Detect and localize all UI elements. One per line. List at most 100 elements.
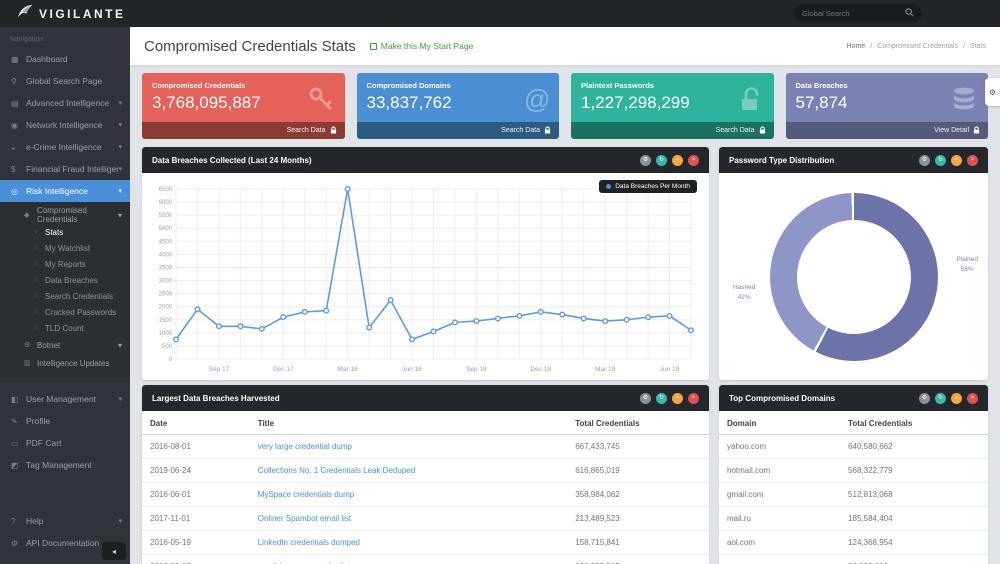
topbar: VIGILANTE: [0, 0, 1000, 27]
svg-text:Jun 18: Jun 18: [402, 366, 422, 373]
sidebar-item-profile[interactable]: ✎ Profile: [11, 416, 51, 426]
sidebar-item-intelligence-updates[interactable]: ▥ Intelligence Updates: [24, 358, 110, 368]
sidebar-subitem-data-breaches[interactable]: ○ Data Breaches: [34, 275, 98, 285]
svg-text:Dec 17: Dec 17: [273, 366, 294, 373]
card-footer-link[interactable]: View Detail: [785, 122, 988, 139]
bullet-icon: ○: [34, 293, 38, 299]
panel-buttons: ⚙ ↻ − ×: [640, 392, 699, 404]
table-cell: qq.com: [719, 554, 841, 564]
global-search[interactable]: [794, 4, 922, 22]
bullet-icon: ○: [34, 309, 38, 315]
top-domains-panel: Top Compromised Domains ⚙ ↻ − × Domain Total…: [719, 385, 988, 564]
breach-title-link[interactable]: MySpace credentials dump: [249, 482, 568, 507]
settings-panel-button[interactable]: ⚙: [919, 154, 930, 166]
sidebar-collapse-button[interactable]: ◂: [102, 542, 126, 560]
sidebar-item-api-documentation[interactable]: ⚙ API Documentation: [11, 538, 100, 548]
breach-title-link[interactable]: very large credential dump: [257, 442, 352, 451]
table-cell: 358,984,062: [567, 482, 709, 507]
make-start-page-link[interactable]: Make this My Start Page: [369, 41, 473, 51]
stat-card-compromised-credentials[interactable]: Compromised Credentials 3,768,095,887 Se…: [142, 73, 345, 139]
table-body: 2016-08-01 very large credential dump 667,…: [142, 435, 709, 564]
sidebar-subitem-cracked-passwords[interactable]: ○ Cracked Passwords: [34, 307, 117, 317]
svg-text:Sep 18: Sep 18: [466, 366, 487, 373]
largest-breaches-panel: Largest Data Breaches Harvested ⚙ ↻ − × Dat…: [142, 385, 709, 564]
settings-panel-button[interactable]: ⚙: [919, 392, 930, 404]
stat-card-compromised-domains[interactable]: Compromised Domains 33,837,762 @ Search …: [356, 73, 559, 139]
card-label: Compromised Credentials: [152, 81, 246, 90]
sidebar-item-pdf-cart[interactable]: ▭ PDF Cart: [11, 438, 62, 448]
card-footer-link[interactable]: Search Data: [356, 122, 559, 139]
global-search-input[interactable]: [802, 8, 905, 18]
sidebar-item-tag-management[interactable]: ◩ Tag Management: [11, 460, 92, 470]
sidebar-subitem-my-reports[interactable]: ○ My Reports: [34, 259, 86, 269]
breach-title-link[interactable]: pemiblanc.com combo list: [249, 554, 568, 564]
collapse-panel-button[interactable]: −: [951, 154, 962, 166]
sidebar-item-e-crime-intelligence[interactable]: ◒ e-Crime Intelligence ▾: [11, 142, 122, 152]
sidebar-item-network-intelligence[interactable]: ◉ Network Intelligence ▾: [11, 120, 122, 130]
refresh-panel-button[interactable]: ↻: [656, 154, 667, 166]
sidebar-item-botnet[interactable]: ⚙ Botnet ▾: [24, 340, 122, 350]
refresh-panel-button[interactable]: ↻: [935, 392, 946, 404]
breach-title-link[interactable]: Onliner Spambot email list: [249, 506, 568, 531]
sidebar-item-global-search-page[interactable]: ⚲ Global Search Page: [11, 76, 103, 86]
users-icon: ◧: [11, 394, 19, 404]
breadcrumb-compromised-credentials[interactable]: Compromised Credentials: [877, 42, 959, 50]
panel-buttons: ⚙ ↻ − ×: [640, 154, 699, 166]
stat-card-plaintext-passwords[interactable]: Plaintext Passwords 1,227,298,299 Search…: [571, 73, 774, 139]
bullet-icon: ○: [34, 229, 38, 235]
search-icon[interactable]: [905, 4, 914, 22]
svg-text:Dec 18: Dec 18: [530, 366, 551, 373]
collapse-panel-button[interactable]: −: [951, 392, 962, 404]
sidebar-subitem-tld-count[interactable]: ○ TLD Count: [34, 323, 84, 333]
breach-title-link[interactable]: Collections No. 1 Credentials Leak Dedup…: [249, 458, 568, 483]
chevron-down-icon: ▾: [118, 122, 122, 129]
main-content: Compromised Credentials Stats Make this …: [130, 27, 1000, 564]
sidebar-item-advanced-intelligence[interactable]: ▤ Advanced Intelligence ▾: [11, 98, 122, 108]
panel-title: Data Breaches Collected (Last 24 Months): [152, 155, 312, 165]
table-cell: 512,813,068: [840, 482, 988, 507]
sidebar-item-compromised-credentials[interactable]: ◆ Compromised Credentials ▾: [24, 206, 122, 224]
svg-text:1000: 1000: [159, 331, 173, 337]
sidebar-subitem-stats[interactable]: ○ Stats: [34, 227, 64, 237]
sidebar-item-user-management[interactable]: ◧ User Management ▾: [11, 394, 122, 404]
brand-logo[interactable]: VIGILANTE: [0, 3, 126, 25]
sidebar-subitem-my-watchlist[interactable]: ○ My Watchlist: [34, 243, 91, 253]
breach-title-link[interactable]: LinkedIn credentials dumped: [249, 530, 568, 555]
breadcrumb-stats[interactable]: Stats: [970, 42, 986, 50]
close-panel-button[interactable]: ×: [688, 154, 699, 166]
collapse-panel-button[interactable]: −: [672, 392, 683, 404]
table-cell: gmail.com: [719, 482, 841, 507]
settings-flyout-tab[interactable]: ⚙: [985, 78, 1000, 106]
sidebar: Navigation ▦ Dashboard ⚲ Global Search Pa…: [0, 27, 130, 564]
close-panel-button[interactable]: ×: [967, 392, 978, 404]
collapse-panel-button[interactable]: −: [672, 154, 683, 166]
svg-text:Mar 18: Mar 18: [338, 366, 359, 373]
close-panel-button[interactable]: ×: [688, 392, 699, 404]
refresh-panel-button[interactable]: ↻: [935, 154, 946, 166]
settings-panel-button[interactable]: ⚙: [640, 154, 651, 166]
card-footer-link[interactable]: Search Data: [142, 122, 345, 139]
settings-panel-button[interactable]: ⚙: [640, 392, 651, 404]
table-cell: aol.com: [719, 530, 841, 555]
tables-row: Largest Data Breaches Harvested ⚙ ↻ − × Dat…: [130, 380, 1000, 564]
table-cell: 86,938,616: [840, 554, 988, 564]
table-header-row: Domain Total Credentials: [719, 411, 988, 435]
donut-chart: [769, 192, 938, 361]
sidebar-item-dashboard[interactable]: ▦ Dashboard: [11, 54, 68, 64]
stat-card-data-breaches[interactable]: Data Breaches 57,874 View Detail: [785, 73, 988, 139]
refresh-panel-button[interactable]: ↻: [656, 392, 667, 404]
svg-text:Jun 19: Jun 19: [660, 366, 680, 373]
table-cell: 2019-06-24: [142, 458, 250, 483]
sidebar-item-risk-intelligence[interactable]: ◎ Risk Intelligence ▾: [0, 180, 130, 202]
line-chart-area: Data Breaches Per Month 0 500 1000 1500 2000…: [142, 173, 709, 380]
start-page-checkbox[interactable]: [369, 42, 377, 50]
password-donut-panel-header: Password Type Distribution ⚙ ↻ − ×: [719, 147, 988, 173]
close-panel-button[interactable]: ×: [967, 154, 978, 166]
panel-title: Largest Data Breaches Harvested: [152, 393, 280, 403]
breadcrumb-home[interactable]: Home: [846, 42, 866, 50]
card-value: 33,837,762: [366, 93, 452, 112]
sidebar-item-help[interactable]: ? Help ▾: [11, 516, 122, 526]
sidebar-subitem-search-credentials[interactable]: ○ Search Credentials: [34, 291, 114, 301]
sidebar-item-financial-fraud-intelligence[interactable]: $ Financial Fraud Intelligence▾: [11, 164, 122, 174]
card-footer-link[interactable]: Search Data: [571, 122, 774, 139]
